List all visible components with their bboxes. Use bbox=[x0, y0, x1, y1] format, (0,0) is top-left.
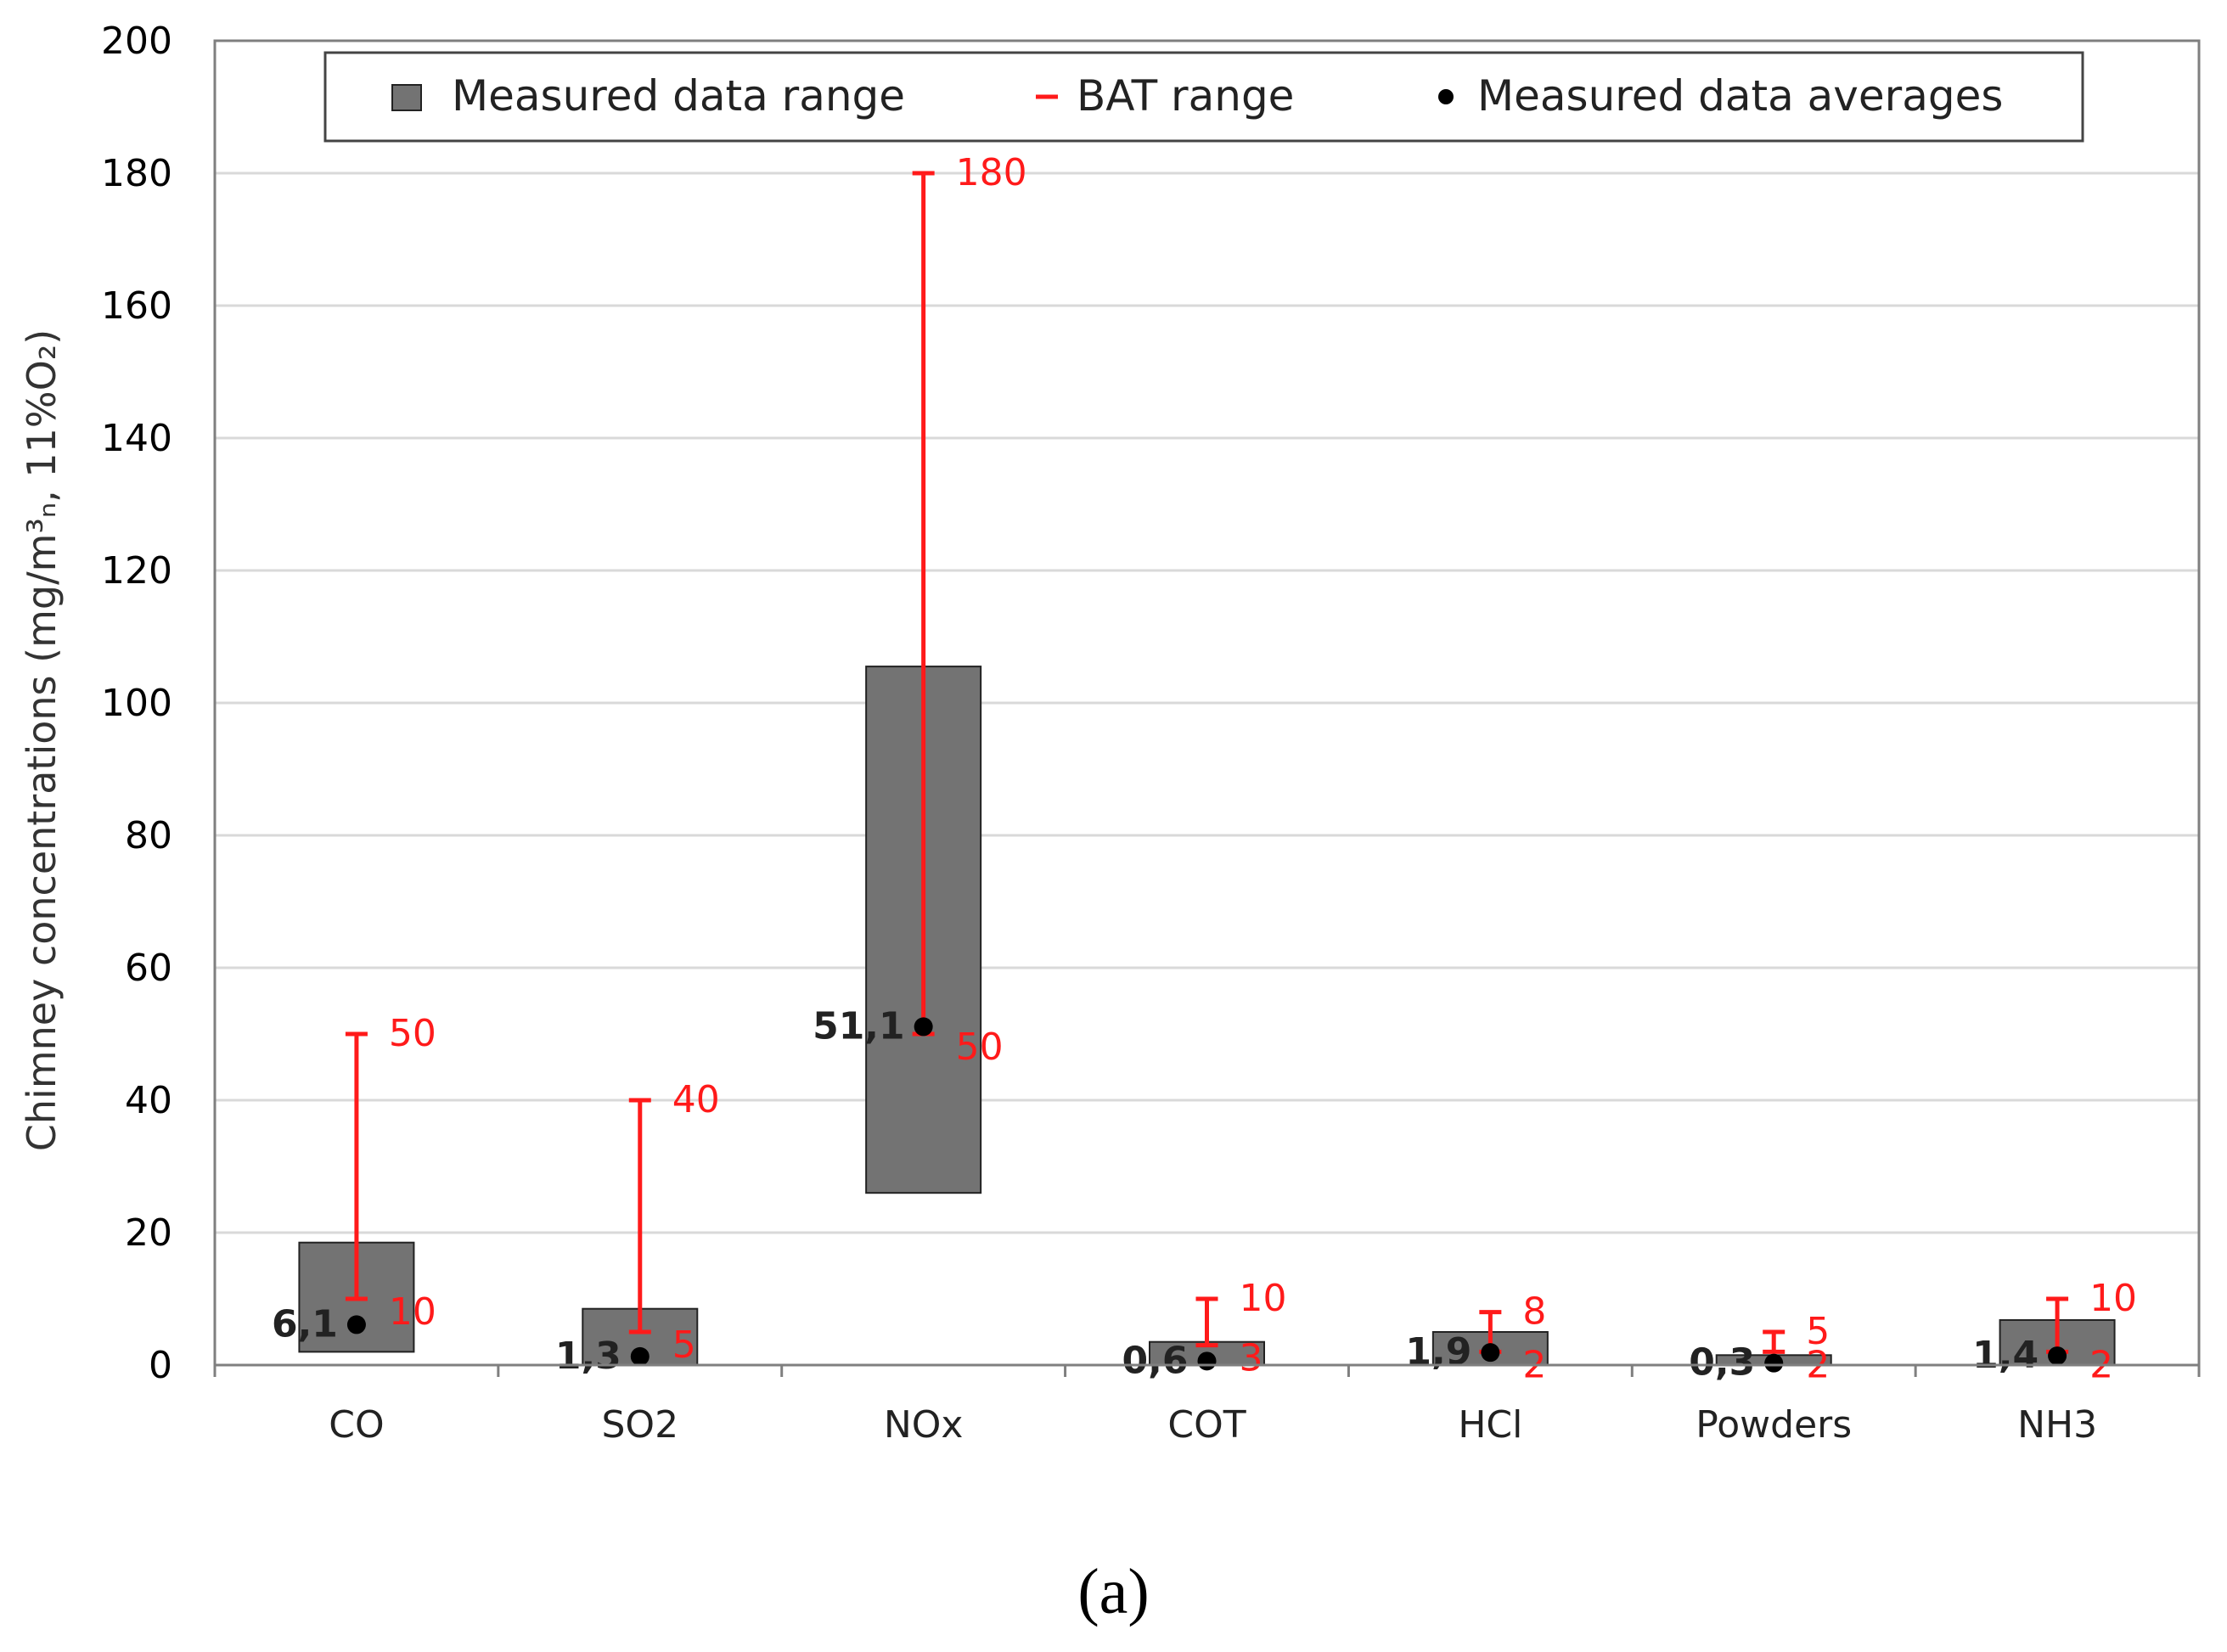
y-tick-label: 200 bbox=[101, 20, 172, 63]
bat-high-label: 40 bbox=[672, 1078, 720, 1121]
y-tick-label: 160 bbox=[101, 284, 172, 328]
legend-label-avg: Measured data averages bbox=[1477, 71, 2003, 121]
y-tick-label: 40 bbox=[125, 1079, 172, 1122]
x-tick-label: SO2 bbox=[602, 1403, 679, 1447]
legend-label-range: Measured data range bbox=[452, 71, 905, 121]
bars-layer bbox=[298, 666, 2116, 1367]
avg-layer: 6,1 1,3 51,1 0,6 1,9 0,3 1,4 bbox=[272, 1004, 2067, 1385]
average-point bbox=[1197, 1351, 1217, 1371]
bat-low-label: 3 bbox=[1240, 1337, 1263, 1380]
average-label: 1,3 bbox=[555, 1335, 621, 1378]
x-tick-label: NH3 bbox=[2017, 1403, 2097, 1447]
average-point bbox=[630, 1346, 650, 1366]
y-tick-label: 100 bbox=[101, 682, 172, 725]
x-tick-label: COT bbox=[1167, 1403, 1246, 1447]
bat-high-label: 5 bbox=[1806, 1310, 1830, 1353]
axis-layer: 0 20 40 60 80 100 120 140 160 180 200 CO SO2 NOx COT HC… bbox=[101, 20, 2201, 1447]
average-label: 0,3 bbox=[1689, 1341, 1755, 1385]
legend-swatch-avg bbox=[1438, 89, 1454, 104]
average-point bbox=[346, 1315, 366, 1335]
average-label: 1,9 bbox=[1405, 1330, 1471, 1374]
bat-high-label: 10 bbox=[1240, 1277, 1287, 1320]
y-tick-label: 20 bbox=[125, 1211, 172, 1255]
plot-frame bbox=[213, 39, 2201, 1367]
bat-low-label: 10 bbox=[389, 1290, 436, 1334]
legend-box bbox=[323, 51, 2084, 143]
average-label: 51,1 bbox=[813, 1004, 905, 1048]
y-tick-label: 60 bbox=[125, 947, 172, 990]
y-tick-label: 140 bbox=[101, 417, 172, 460]
bat-high-label: 180 bbox=[956, 151, 1027, 194]
average-point bbox=[914, 1017, 933, 1037]
y-tick-label: 0 bbox=[149, 1344, 172, 1387]
legend-label-bat: BAT range bbox=[1077, 71, 1294, 121]
average-point bbox=[1481, 1343, 1500, 1363]
average-label: 1,4 bbox=[1972, 1334, 2039, 1377]
average-label: 6,1 bbox=[272, 1302, 338, 1346]
y-axis-title: Chimney concentrations (mg/m³ₙ, 11%O₂) bbox=[19, 329, 65, 1151]
bat-low-label: 50 bbox=[956, 1025, 1004, 1069]
x-tick-label: NOx bbox=[884, 1403, 964, 1447]
bat-low-label: 5 bbox=[672, 1323, 696, 1367]
bat-high-label: 50 bbox=[389, 1012, 436, 1055]
average-label: 0,6 bbox=[1122, 1339, 1189, 1382]
x-tick-label: HCl bbox=[1458, 1403, 1522, 1447]
y-tick-label: 180 bbox=[101, 152, 172, 195]
y-tick-label: 120 bbox=[101, 549, 172, 593]
legend-swatch-range bbox=[391, 84, 422, 111]
x-tick-label: Powders bbox=[1696, 1403, 1852, 1447]
average-point bbox=[2048, 1346, 2067, 1366]
figure-caption: (a) bbox=[1077, 1556, 1150, 1627]
bat-high-label: 8 bbox=[1522, 1290, 1546, 1334]
x-tick-label: CO bbox=[329, 1403, 384, 1447]
y-tick-label: 80 bbox=[125, 814, 172, 857]
average-point bbox=[1764, 1353, 1784, 1373]
bat-high-label: 10 bbox=[2089, 1277, 2137, 1320]
grid-layer bbox=[215, 39, 2199, 1234]
legend: Measured data range BAT range Measured dat… bbox=[323, 51, 2084, 143]
